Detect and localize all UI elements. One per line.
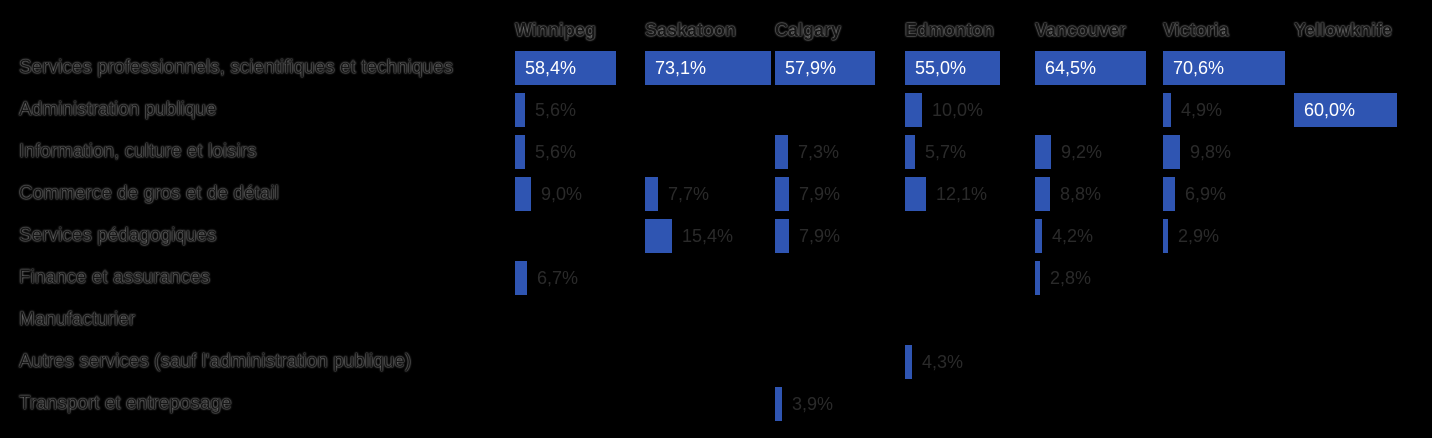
data-label-victoria-administration-publique: 4,9% <box>1181 100 1223 120</box>
bar-victoria-information-culture-et-loisirs <box>1163 135 1180 169</box>
row-label-transport-et-entreposage: Transport et entreposage <box>19 393 232 414</box>
bar-calgary-services-professionnels-scientifiques-et-techniques <box>775 51 875 85</box>
data-label-edmonton-services-professionnels-scientifiques-et-techniques: 55,0% <box>915 58 967 78</box>
data-label-vancouver-services-professionnels-scientifiques-et-techniques: 64,5% <box>1045 58 1097 78</box>
bar-winnipeg-services-professionnels-scientifiques-et-techniques <box>515 51 616 85</box>
bar-edmonton-commerce-de-gros-et-de-detail <box>905 177 926 211</box>
bar-vancouver-services-pedagogiques <box>1035 219 1042 253</box>
row-label-services-professionnels-scientifiques-et-techniques: Services professionnels, scientifiques e… <box>19 57 454 78</box>
data-label-edmonton-commerce-de-gros-et-de-detail: 12,1% <box>936 184 988 204</box>
row-label-information-culture-et-loisirs: Information, culture et loisirs <box>19 141 257 162</box>
column-header-calgary: Calgary <box>775 20 842 40</box>
bar-vancouver-services-professionnels-scientifiques-et-techniques <box>1035 51 1146 85</box>
bar-calgary-information-culture-et-loisirs <box>775 135 788 169</box>
bar-edmonton-services-professionnels-scientifiques-et-techniques <box>905 51 1000 85</box>
bar-edmonton-administration-publique <box>905 93 922 127</box>
data-label-calgary-services-pedagogiques: 7,9% <box>799 226 841 246</box>
bar-saskatoon-commerce-de-gros-et-de-detail <box>645 177 658 211</box>
data-label-vancouver-services-pedagogiques: 4,2% <box>1052 226 1094 246</box>
data-label-vancouver-finance-et-assurances: 2,8% <box>1050 268 1092 288</box>
data-label-winnipeg-finance-et-assurances: 6,7% <box>537 268 579 288</box>
data-label-winnipeg-commerce-de-gros-et-de-detail: 9,0% <box>541 184 583 204</box>
data-label-winnipeg-services-professionnels-scientifiques-et-techniques: 58,4% <box>525 58 577 78</box>
data-label-saskatoon-commerce-de-gros-et-de-detail: 7,7% <box>668 184 710 204</box>
row-label-finance-et-assurances: Finance et assurances <box>19 267 211 288</box>
data-label-calgary-services-professionnels-scientifiques-et-techniques: 57,9% <box>785 58 837 78</box>
data-label-vancouver-information-culture-et-loisirs: 9,2% <box>1061 142 1103 162</box>
data-label-saskatoon-services-professionnels-scientifiques-et-techniques: 73,1% <box>655 58 707 78</box>
bar-victoria-services-professionnels-scientifiques-et-techniques <box>1163 51 1285 85</box>
data-label-winnipeg-information-culture-et-loisirs: 5,6% <box>535 142 577 162</box>
bar-yellowknife-administration-publique <box>1294 93 1397 127</box>
column-header-edmonton: Edmonton <box>905 20 994 40</box>
bar-victoria-commerce-de-gros-et-de-detail <box>1163 177 1175 211</box>
bar-calgary-transport-et-entreposage <box>775 387 782 421</box>
column-header-saskatoon: Saskatoon <box>645 20 737 40</box>
row-label-manufacturier: Manufacturier <box>19 309 136 330</box>
bar-winnipeg-administration-publique <box>515 93 525 127</box>
data-label-victoria-commerce-de-gros-et-de-detail: 6,9% <box>1185 184 1227 204</box>
bar-victoria-administration-publique <box>1163 93 1171 127</box>
bar-vancouver-commerce-de-gros-et-de-detail <box>1035 177 1050 211</box>
bar-victoria-services-pedagogiques <box>1163 219 1168 253</box>
bar-saskatoon-services-pedagogiques <box>645 219 672 253</box>
bar-calgary-services-pedagogiques <box>775 219 789 253</box>
data-label-calgary-commerce-de-gros-et-de-detail: 7,9% <box>799 184 841 204</box>
bar-calgary-commerce-de-gros-et-de-detail <box>775 177 789 211</box>
bar-edmonton-autres-services-sauf-l-administration-publique <box>905 345 912 379</box>
bar-vancouver-information-culture-et-loisirs <box>1035 135 1051 169</box>
data-label-victoria-services-pedagogiques: 2,9% <box>1178 226 1220 246</box>
column-header-vancouver: Vancouver <box>1035 20 1127 40</box>
column-header-victoria: Victoria <box>1163 20 1229 40</box>
row-label-commerce-de-gros-et-de-detail: Commerce de gros et de détail <box>19 183 279 204</box>
data-label-edmonton-autres-services-sauf-l-administration-publique: 4,3% <box>922 352 964 372</box>
column-header-yellowknife: Yellowknife <box>1294 20 1393 40</box>
data-label-saskatoon-services-pedagogiques: 15,4% <box>682 226 734 246</box>
bar-saskatoon-services-professionnels-scientifiques-et-techniques <box>645 51 771 85</box>
data-label-calgary-information-culture-et-loisirs: 7,3% <box>798 142 840 162</box>
data-label-victoria-services-professionnels-scientifiques-et-techniques: 70,6% <box>1173 58 1225 78</box>
row-label-services-pedagogiques: Services pédagogiques <box>19 225 217 246</box>
row-label-administration-publique: Administration publique <box>19 99 217 120</box>
data-label-vancouver-commerce-de-gros-et-de-detail: 8,8% <box>1060 184 1102 204</box>
data-label-edmonton-information-culture-et-loisirs: 5,7% <box>925 142 967 162</box>
bar-winnipeg-finance-et-assurances <box>515 261 527 295</box>
column-header-winnipeg: Winnipeg <box>515 20 596 40</box>
data-label-edmonton-administration-publique: 10,0% <box>932 100 984 120</box>
data-label-calgary-transport-et-entreposage: 3,9% <box>792 394 834 414</box>
bar-vancouver-finance-et-assurances <box>1035 261 1040 295</box>
data-label-yellowknife-administration-publique: 60,0% <box>1304 100 1356 120</box>
row-label-autres-services-sauf-l-administration-publique: Autres services (sauf l'administration p… <box>19 351 412 372</box>
bar-winnipeg-information-culture-et-loisirs <box>515 135 525 169</box>
bar-winnipeg-commerce-de-gros-et-de-detail <box>515 177 531 211</box>
bar-edmonton-information-culture-et-loisirs <box>905 135 915 169</box>
data-label-victoria-information-culture-et-loisirs: 9,8% <box>1190 142 1232 162</box>
data-label-winnipeg-administration-publique: 5,6% <box>535 100 577 120</box>
